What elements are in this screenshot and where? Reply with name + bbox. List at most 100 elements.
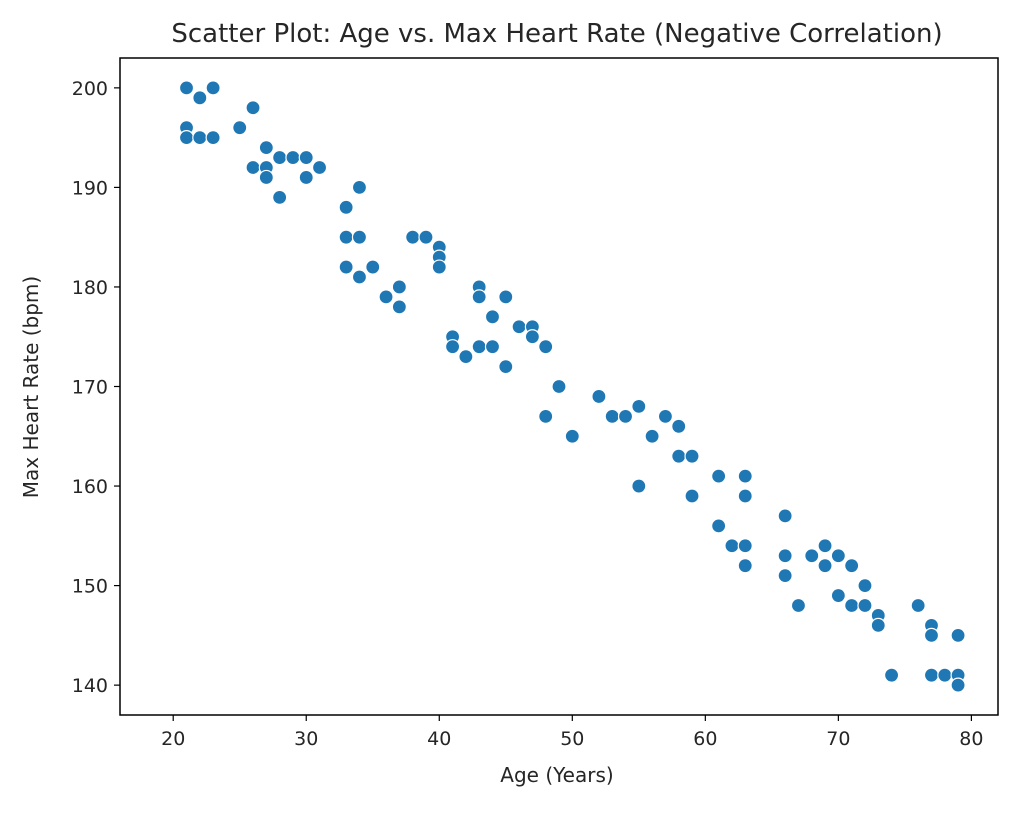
- x-tick-label-2: 40: [427, 728, 451, 750]
- data-point-0: [178, 80, 195, 96]
- data-point-16: [298, 149, 314, 166]
- data-point-40: [484, 309, 501, 325]
- data-point-63: [711, 518, 727, 534]
- data-point-85: [910, 597, 926, 614]
- data-point-27: [391, 279, 407, 295]
- data-point-70: [777, 548, 793, 564]
- data-point-43: [498, 358, 514, 375]
- data-point-90: [950, 627, 966, 643]
- y-tick-label-2: 160: [72, 476, 108, 498]
- y-tick-label-4: 180: [72, 277, 108, 299]
- points-layer: [178, 80, 966, 693]
- data-point-74: [817, 538, 833, 554]
- data-point-41: [484, 339, 501, 355]
- data-point-9: [245, 159, 261, 176]
- y-axis-ticks: 140 150 160 170 180 190 200: [72, 78, 120, 697]
- data-point-28: [391, 299, 407, 315]
- data-point-50: [564, 428, 580, 444]
- data-point-53: [617, 408, 634, 424]
- data-point-80: [857, 577, 873, 594]
- data-point-35: [444, 339, 461, 355]
- data-point-67: [737, 538, 753, 554]
- data-point-88: [923, 667, 940, 683]
- data-point-75: [817, 558, 833, 574]
- data-point-8: [245, 100, 261, 116]
- x-tick-label-1: 30: [294, 728, 318, 750]
- data-point-33: [431, 259, 447, 275]
- data-point-15: [285, 149, 301, 166]
- data-point-2: [178, 130, 195, 146]
- data-point-58: [671, 418, 687, 434]
- data-point-4: [192, 130, 208, 146]
- data-point-42: [498, 289, 514, 305]
- data-point-13: [272, 149, 288, 166]
- data-point-26: [378, 289, 394, 305]
- x-tick-label-5: 70: [826, 728, 850, 750]
- data-point-79: [844, 597, 860, 614]
- data-point-77: [830, 587, 846, 604]
- data-point-72: [790, 597, 807, 614]
- data-point-20: [338, 229, 354, 245]
- data-point-19: [338, 199, 354, 215]
- data-point-87: [923, 627, 940, 643]
- data-point-17: [298, 169, 314, 186]
- data-point-76: [830, 548, 846, 564]
- data-point-25: [365, 259, 381, 275]
- data-point-22: [351, 179, 368, 196]
- data-point-65: [737, 468, 753, 484]
- y-tick-label-6: 200: [72, 78, 108, 100]
- data-point-61: [684, 488, 700, 504]
- y-axis-label: Max Heart Rate (bpm): [19, 276, 43, 498]
- x-tick-label-0: 20: [161, 728, 185, 750]
- data-point-46: [524, 329, 540, 345]
- data-point-6: [205, 130, 221, 146]
- data-point-78: [844, 558, 860, 574]
- data-point-84: [883, 667, 900, 683]
- data-point-30: [418, 229, 434, 245]
- data-point-68: [737, 558, 753, 574]
- y-tick-label-3: 170: [72, 377, 108, 399]
- data-point-55: [631, 478, 647, 494]
- data-point-54: [631, 398, 647, 415]
- data-point-36: [458, 349, 474, 365]
- data-point-83: [870, 617, 886, 634]
- data-point-56: [644, 428, 660, 444]
- data-point-14: [272, 189, 288, 205]
- data-point-71: [777, 568, 793, 584]
- x-tick-label-6: 80: [959, 728, 983, 750]
- data-point-10: [258, 139, 274, 156]
- x-tick-label-3: 50: [560, 728, 584, 750]
- data-point-89: [937, 667, 953, 683]
- y-tick-label-5: 190: [72, 177, 108, 199]
- data-point-69: [777, 508, 793, 524]
- data-point-12: [258, 169, 274, 186]
- y-tick-label-0: 140: [72, 675, 108, 697]
- data-point-49: [551, 378, 567, 395]
- data-point-18: [311, 159, 328, 176]
- data-point-51: [591, 388, 607, 405]
- data-point-57: [657, 408, 674, 424]
- data-point-73: [804, 548, 820, 564]
- x-tick-label-4: 60: [693, 728, 717, 750]
- data-point-48: [538, 408, 554, 424]
- data-point-64: [724, 538, 740, 554]
- data-point-62: [711, 468, 727, 484]
- data-point-52: [604, 408, 620, 424]
- data-point-5: [205, 80, 221, 96]
- data-point-29: [405, 229, 421, 245]
- data-point-21: [338, 259, 354, 275]
- data-point-44: [511, 319, 527, 335]
- x-axis-label: Age (Years): [500, 763, 613, 787]
- chart-title: Scatter Plot: Age vs. Max Heart Rate (Ne…: [171, 19, 942, 49]
- data-point-3: [192, 90, 208, 106]
- data-point-7: [232, 120, 248, 136]
- data-point-92: [950, 677, 966, 693]
- data-point-81: [857, 597, 873, 614]
- data-point-60: [684, 448, 700, 464]
- data-point-23: [351, 229, 368, 245]
- data-point-66: [737, 488, 753, 504]
- data-point-59: [671, 448, 687, 464]
- data-point-24: [351, 269, 368, 285]
